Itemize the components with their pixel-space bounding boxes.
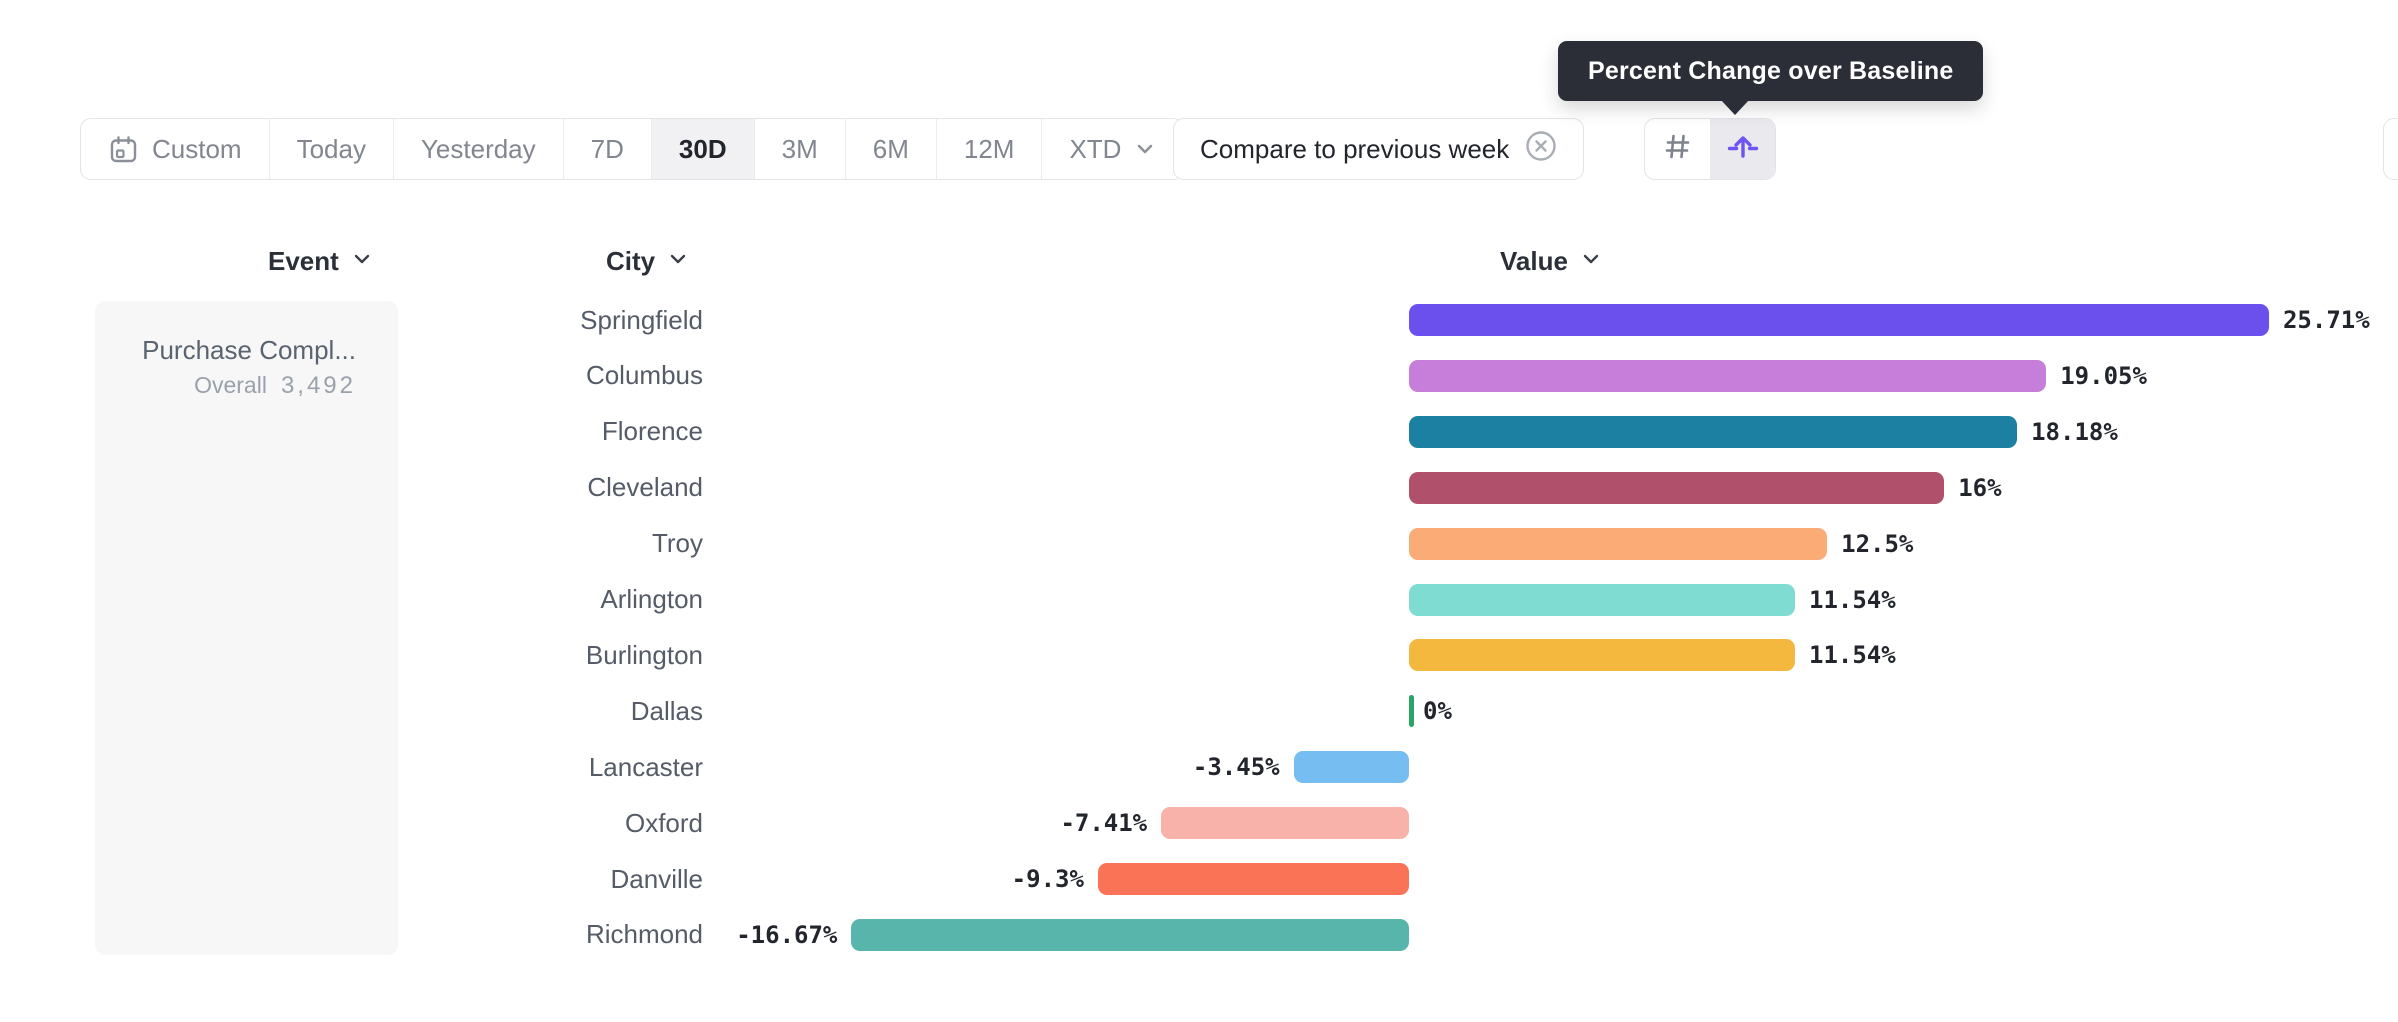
city-label: Oxford xyxy=(624,807,703,838)
city-label: Dallas xyxy=(630,695,703,726)
bar[interactable] xyxy=(1097,863,1409,895)
uniform-scale-toggle[interactable] xyxy=(1645,119,1710,179)
city-label: Troy xyxy=(651,528,703,559)
date-range-picker: Custom Today Yesterday xyxy=(80,118,1185,180)
hash-icon xyxy=(1661,130,1694,168)
chart-mode-toggle xyxy=(1644,118,1776,180)
date-range-label: 7D xyxy=(590,133,624,164)
bar-value-label: -7.41% xyxy=(1060,809,1148,838)
column-header-city-label: City xyxy=(606,245,656,276)
bar[interactable] xyxy=(1293,751,1409,784)
calendar-icon xyxy=(108,134,139,165)
city-label: Columbus xyxy=(585,360,703,391)
date-range-option-12m[interactable]: 12M xyxy=(935,119,1042,179)
date-range-option-xtd[interactable]: XTD xyxy=(1041,119,1183,179)
column-header-city[interactable]: City xyxy=(606,244,689,278)
city-label: Cleveland xyxy=(587,472,703,503)
chart-row-danville: Danville -9.3% xyxy=(0,851,2398,907)
event-metric-label: Overall xyxy=(194,372,267,398)
date-range-label: 3M xyxy=(781,133,818,164)
compare-button[interactable]: Compare to previous week xyxy=(1173,118,1585,180)
bar[interactable] xyxy=(851,918,1409,951)
date-range-option-3m[interactable]: 3M xyxy=(753,119,845,179)
city-label: Arlington xyxy=(600,584,703,614)
bar-value-label: 25.71% xyxy=(2282,306,2370,334)
date-range-option-6m[interactable]: 6M xyxy=(844,119,936,179)
date-range-label: Today xyxy=(296,133,366,164)
bar[interactable] xyxy=(1409,583,1795,616)
date-range-label: Custom xyxy=(152,133,242,164)
bar-value-label: -9.3% xyxy=(1011,865,1084,893)
chart-row-dallas: Dallas 0% xyxy=(0,683,2398,739)
tooltip-arrow xyxy=(1720,99,1750,115)
event-title: Purchase Compl... xyxy=(142,335,356,365)
date-range-option-30d[interactable]: 30D xyxy=(650,119,754,179)
chevron-down-icon xyxy=(351,246,373,277)
bar[interactable] xyxy=(1409,695,1414,728)
date-range-label: 12M xyxy=(963,133,1015,164)
bar-value-label: 11.54% xyxy=(1809,585,1896,614)
percent-change-toggle[interactable] xyxy=(1710,119,1775,179)
column-header-event-label: Event xyxy=(268,245,339,276)
bar[interactable] xyxy=(1409,415,2018,448)
column-header-value[interactable]: Value xyxy=(1500,244,1602,278)
date-range-option-yesterday[interactable]: Yesterday xyxy=(392,119,563,179)
bar-value-label: -16.67% xyxy=(736,920,838,949)
date-range-label: XTD xyxy=(1069,133,1122,164)
date-range-option-custom[interactable]: Custom xyxy=(81,119,269,179)
bar[interactable] xyxy=(1409,304,2269,336)
bar[interactable] xyxy=(1161,807,1409,840)
event-card[interactable]: Purchase Compl... Overall 3,492 xyxy=(95,301,398,955)
chevron-down-icon xyxy=(1580,246,1602,277)
chart-row-arlington: Arlington 11.54% xyxy=(0,572,2398,628)
event-metric: Overall 3,492 xyxy=(115,372,356,400)
circle-x-icon[interactable] xyxy=(1525,130,1557,169)
date-range-option-today[interactable]: Today xyxy=(268,119,393,179)
baseline-arrow-icon xyxy=(1726,130,1760,169)
chart-row-lancaster: Lancaster -3.45% xyxy=(0,739,2398,795)
bar-value-label: -3.45% xyxy=(1192,753,1280,782)
clipped-button[interactable] xyxy=(2383,118,2398,180)
city-label: Florence xyxy=(601,416,703,447)
event-metric-value: 3,492 xyxy=(280,372,356,399)
city-label: Richmond xyxy=(585,919,703,950)
bar[interactable] xyxy=(1409,639,1795,672)
chart-row-troy: Troy 12.5% xyxy=(0,516,2398,572)
chart-row-springfield: Springfield 25.71% xyxy=(0,292,2398,348)
chart-row-oxford: Oxford -7.41% xyxy=(0,795,2398,851)
city-label: Burlington xyxy=(585,639,703,670)
date-range-label: 30D xyxy=(678,133,727,164)
chart-row-columbus: Columbus 19.05% xyxy=(0,348,2398,404)
bar-value-label: 11.54% xyxy=(1809,641,1896,670)
compare-label: Compare to previous week xyxy=(1200,133,1510,164)
chart-row-burlington: Burlington 11.54% xyxy=(0,627,2398,683)
bar-value-label: 18.18% xyxy=(2031,417,2118,446)
bar[interactable] xyxy=(1409,359,2047,392)
bar-value-label: 19.05% xyxy=(2060,361,2147,390)
bar-value-label: 16% xyxy=(1958,473,2002,502)
column-header-value-label: Value xyxy=(1500,245,1568,276)
bar-value-label: 0% xyxy=(1423,697,1452,726)
chart-row-florence: Florence 18.18% xyxy=(0,404,2398,460)
chevron-down-icon xyxy=(1134,138,1156,160)
city-label: Springfield xyxy=(580,304,703,335)
date-range-label: 6M xyxy=(872,133,909,164)
date-range-option-7d[interactable]: 7D xyxy=(562,119,651,179)
date-range-label: Yesterday xyxy=(420,133,536,164)
chart-row-richmond: Richmond -16.67% xyxy=(0,907,2398,963)
chart-row-cleveland: Cleveland 16% xyxy=(0,460,2398,516)
bar-value-label: 12.5% xyxy=(1841,529,1914,558)
metric-tooltip: Percent Change over Baseline xyxy=(1558,41,1984,101)
bar[interactable] xyxy=(1409,471,1945,504)
column-header-event[interactable]: Event xyxy=(268,244,373,278)
city-label: Danville xyxy=(610,863,704,894)
city-label: Lancaster xyxy=(588,751,703,782)
bar[interactable] xyxy=(1409,527,1828,560)
chevron-down-icon xyxy=(667,246,689,277)
